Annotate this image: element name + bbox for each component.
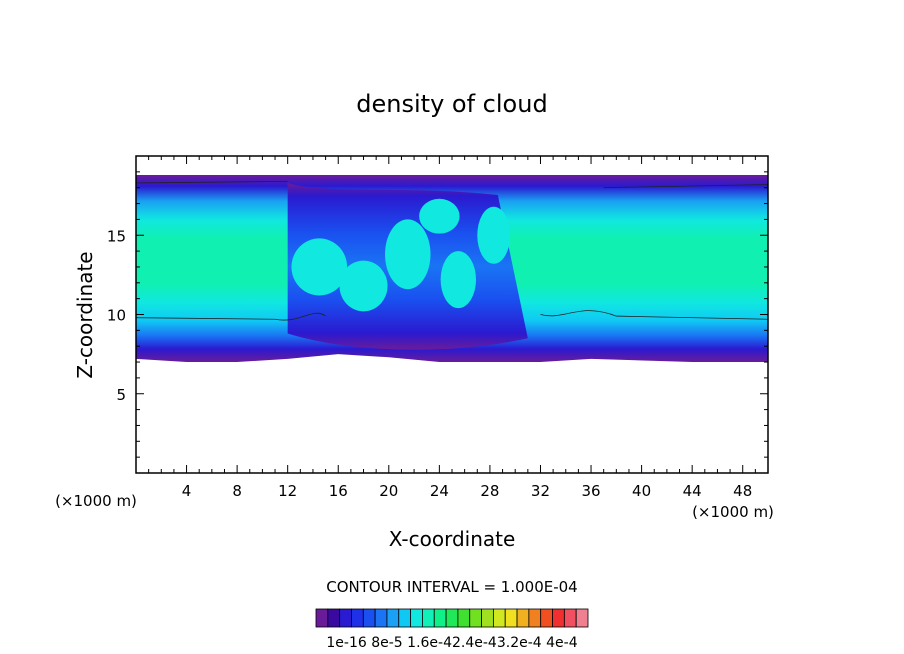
x-tick-label: 4 [182, 482, 192, 500]
x-tick-label: 32 [531, 482, 550, 500]
colorbar-swatch [528, 608, 542, 628]
contour-line-top [136, 180, 768, 189]
chart-title: density of cloud [356, 90, 547, 118]
colorbar-swatch [575, 608, 589, 628]
x-tick-label: 48 [733, 482, 752, 500]
colorbar-swatch [410, 608, 423, 628]
colorbar-swatch [457, 608, 471, 628]
x-axis-unit-right: (×1000 m) [692, 503, 774, 521]
colorbar-swatch [504, 608, 518, 628]
x-axis-label: X-coordinate [389, 527, 516, 551]
y-tick-label: 15 [107, 227, 126, 245]
x-tick-label: 16 [329, 482, 348, 500]
cloud-cell-0 [291, 238, 348, 296]
y-axis-ticks: 5 10 15 [107, 171, 768, 458]
colorbar-swatch [445, 608, 459, 628]
colorbar-swatch [398, 608, 412, 628]
colorbar-swatch [315, 608, 329, 628]
colorbar [315, 608, 589, 628]
colorbar-swatch [492, 608, 506, 628]
cloud-cell-5 [477, 206, 511, 264]
colorbar-swatch [374, 608, 388, 628]
x-tick-label: 24 [430, 482, 449, 500]
x-tick-label: 20 [379, 482, 398, 500]
colorbar-tick-labels: 1e-16 8e-5 1.6e-42.4e-43.2e-4 4e-4 [326, 635, 577, 651]
x-axis-unit-left: (×1000 m) [55, 492, 137, 510]
colorbar-swatch [339, 608, 352, 628]
colorbar-swatch [469, 608, 482, 628]
contour-interval-label: CONTOUR INTERVAL = 1.000E-04 [326, 578, 577, 596]
y-tick-label: 10 [107, 307, 126, 325]
x-tick-label: 44 [683, 482, 702, 500]
x-axis-ticks: 4 8 12 16 20 24 28 32 36 40 44 48 [148, 156, 756, 500]
y-axis-label: Z-coordinate [73, 251, 97, 378]
colorbar-swatch [433, 608, 447, 628]
colorbar-swatch [327, 608, 341, 628]
cloud-field [136, 175, 768, 363]
x-tick-label: 36 [581, 482, 600, 500]
colorbar-swatch [362, 608, 376, 628]
x-tick-label: 8 [232, 482, 242, 500]
x-tick-label: 12 [278, 482, 297, 500]
cloud-cell-3 [419, 198, 460, 234]
cloud-cell-2 [385, 219, 431, 290]
colorbar-swatch [386, 608, 400, 628]
x-tick-label: 28 [480, 482, 499, 500]
contour-line [136, 310, 768, 321]
colorbar-swatch [552, 608, 565, 628]
colorbar-swatch [351, 608, 364, 628]
y-tick-label: 5 [116, 386, 126, 404]
colorbar-swatch [481, 608, 494, 628]
colorbar-swatch [540, 608, 553, 628]
cloud-cell-1 [339, 260, 388, 312]
cloud-cell-4 [440, 251, 477, 309]
colorbar-swatch [563, 608, 577, 628]
colorbar-swatch [516, 608, 530, 628]
x-tick-label: 40 [632, 482, 651, 500]
colorbar-swatch [422, 608, 435, 628]
